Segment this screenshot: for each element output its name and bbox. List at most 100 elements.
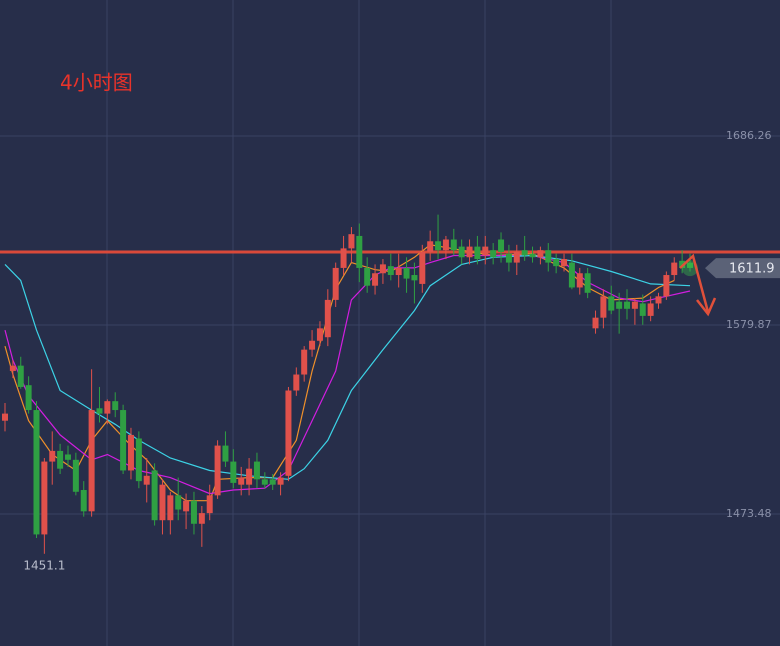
candle-body xyxy=(2,413,8,421)
candle-body xyxy=(214,445,221,496)
arrow-path xyxy=(679,253,710,313)
labels: 1473.48 1579.87 1686.26 1451.1 1611.9 xyxy=(23,129,780,572)
plot xyxy=(2,214,698,554)
candle-body xyxy=(293,374,300,391)
candle-body xyxy=(379,264,386,274)
y-tick-label: 1579.87 xyxy=(726,318,772,331)
ma-line xyxy=(4,254,691,495)
candle-body xyxy=(647,303,654,316)
candle-body xyxy=(576,273,583,288)
candle-body xyxy=(120,410,127,471)
candle-body xyxy=(568,262,575,288)
candle-body xyxy=(372,273,379,286)
candle-body xyxy=(387,266,394,276)
candle-body xyxy=(316,328,323,341)
candle-body xyxy=(553,259,560,267)
candle-body xyxy=(190,500,197,524)
candle-body xyxy=(411,275,418,281)
candle-body xyxy=(324,299,331,338)
candle-body xyxy=(80,490,87,512)
low-label: 1451.1 xyxy=(23,558,65,572)
candle-body xyxy=(364,267,371,286)
arrow-head xyxy=(696,297,717,317)
candle-body xyxy=(671,262,678,276)
candle-body xyxy=(624,301,631,309)
candle-body xyxy=(442,239,449,251)
candle-body xyxy=(545,250,552,263)
candle-body xyxy=(72,459,79,492)
candle-body xyxy=(561,259,568,267)
candle-body xyxy=(96,408,103,414)
candle-body xyxy=(687,262,693,268)
candle-body xyxy=(301,349,308,375)
candle-body xyxy=(639,303,646,316)
candle-body xyxy=(285,390,292,476)
time-grid xyxy=(106,0,612,646)
candle-body xyxy=(482,246,489,256)
candle-body xyxy=(521,250,528,256)
candle-body xyxy=(57,450,64,469)
candle-body xyxy=(419,251,426,284)
y-tick-label: 1473.48 xyxy=(726,507,772,520)
candle-body xyxy=(222,445,229,462)
candle-body xyxy=(474,246,481,260)
candle-body xyxy=(277,477,284,485)
candle-body xyxy=(427,241,434,252)
candle-body xyxy=(9,365,16,371)
candle-body xyxy=(17,365,24,387)
candle-body xyxy=(616,301,623,309)
candle-body xyxy=(135,438,142,482)
candle-body xyxy=(167,495,174,521)
candle-body xyxy=(348,234,355,249)
candle-body xyxy=(104,401,111,414)
candle-body xyxy=(206,495,213,514)
y-tick-label: 1686.26 xyxy=(726,129,772,142)
candle-body xyxy=(198,513,205,524)
candle-body xyxy=(253,461,260,480)
candle-body xyxy=(25,385,32,411)
candle-body xyxy=(238,477,245,485)
price-tag-label: 1611.9 xyxy=(729,262,775,277)
candle-body xyxy=(403,267,410,279)
candle-body xyxy=(458,246,465,258)
chart-title: 4小时图 xyxy=(60,71,133,95)
candle-body xyxy=(309,340,316,350)
arrow-annotation xyxy=(679,253,717,317)
candle-body xyxy=(230,461,237,483)
candle-body xyxy=(261,479,268,485)
candle-body xyxy=(112,401,119,411)
candle-body xyxy=(88,410,95,512)
candle-body xyxy=(466,246,473,258)
candle-body xyxy=(340,248,347,268)
candle-body xyxy=(505,253,512,263)
candle-body xyxy=(435,241,442,251)
candle-body xyxy=(584,273,591,293)
candle-body xyxy=(663,275,670,297)
candle-body xyxy=(64,454,71,460)
candle-body xyxy=(127,434,134,471)
candle-body xyxy=(49,450,56,462)
candle-body xyxy=(332,267,339,300)
candle-body xyxy=(498,239,505,252)
price-tag xyxy=(705,258,780,279)
candle-body xyxy=(183,500,190,512)
candle-body xyxy=(269,479,276,485)
grid xyxy=(0,135,780,515)
candle-body xyxy=(450,239,457,251)
candle-body xyxy=(513,251,520,263)
candle-body xyxy=(175,495,182,510)
candle-body xyxy=(151,470,158,521)
candle-body xyxy=(356,235,363,268)
candle-body xyxy=(537,250,544,258)
candle-body xyxy=(143,475,150,485)
candle-body xyxy=(631,301,638,309)
candle-body xyxy=(395,267,402,276)
candle-body xyxy=(159,484,166,521)
candle-body xyxy=(41,461,48,535)
candle-body xyxy=(592,317,599,329)
candle-body xyxy=(655,296,662,304)
candle-body xyxy=(529,253,536,258)
candle-body xyxy=(600,296,607,318)
